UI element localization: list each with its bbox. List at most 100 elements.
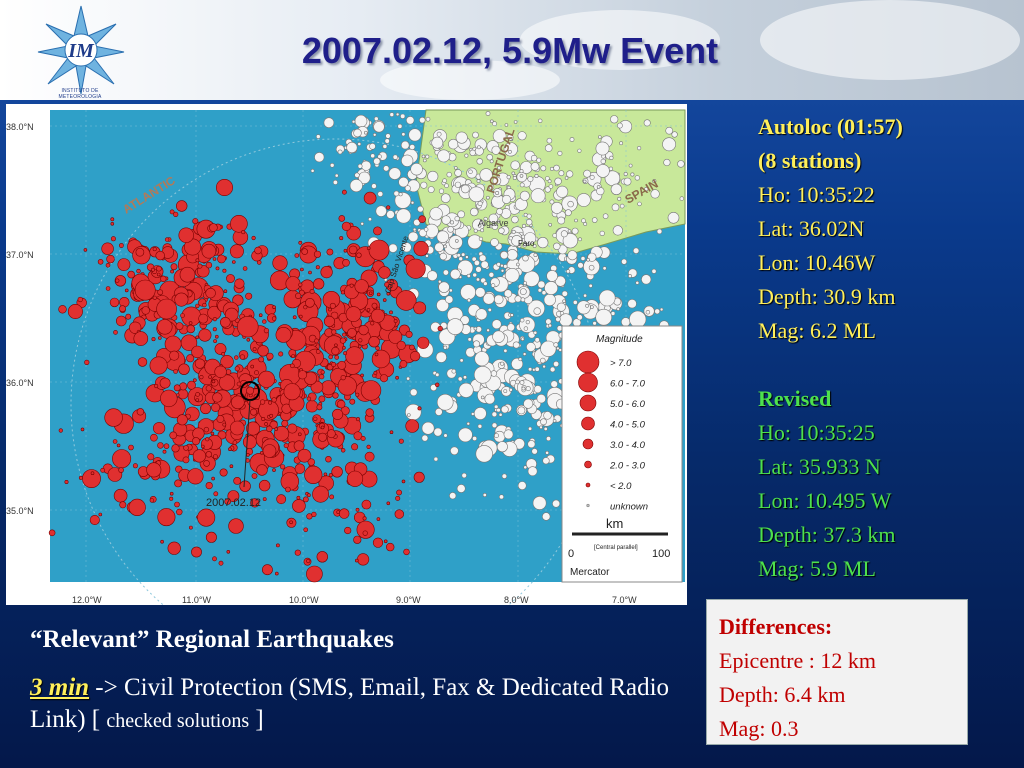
earthquake-marker bbox=[383, 539, 388, 544]
earthquake-marker bbox=[373, 121, 385, 133]
bottom-text: “Relevant” Regional Earthquakes 3 min ->… bbox=[30, 626, 680, 737]
earthquake-marker bbox=[256, 464, 268, 476]
bottom-small: checked solutions bbox=[106, 710, 250, 732]
legend-item-label: 4.0 - 5.0 bbox=[610, 420, 646, 431]
earthquake-marker bbox=[353, 431, 363, 441]
earthquake-marker bbox=[151, 267, 155, 272]
earthquake-marker bbox=[222, 268, 227, 273]
earthquake-marker bbox=[137, 357, 148, 367]
earthquake-marker bbox=[147, 453, 155, 461]
earthquake-marker bbox=[205, 482, 213, 490]
earthquake-marker bbox=[591, 217, 598, 223]
earthquake-marker bbox=[398, 438, 404, 444]
earthquake-marker bbox=[162, 449, 167, 454]
earthquake-marker bbox=[427, 170, 439, 182]
earthquake-marker bbox=[583, 222, 588, 226]
earthquake-marker bbox=[572, 299, 578, 305]
earthquake-marker bbox=[679, 196, 684, 201]
earthquake-marker bbox=[665, 126, 674, 135]
earthquake-marker bbox=[476, 179, 481, 183]
earthquake-marker bbox=[387, 284, 393, 289]
earthquake-marker bbox=[354, 114, 368, 128]
earthquake-marker bbox=[498, 494, 504, 500]
earthquake-marker bbox=[205, 531, 217, 543]
earthquake-marker bbox=[497, 165, 502, 170]
earthquake-marker bbox=[242, 435, 257, 449]
earthquake-marker bbox=[545, 450, 550, 455]
earthquake-marker bbox=[205, 385, 212, 392]
earthquake-marker bbox=[340, 290, 345, 295]
earthquake-marker bbox=[292, 315, 297, 320]
earthquake-marker bbox=[540, 340, 557, 357]
earthquake-marker bbox=[179, 266, 196, 283]
earthquake-marker bbox=[530, 154, 538, 162]
earthquake-marker bbox=[450, 446, 459, 456]
earthquake-marker bbox=[230, 420, 245, 436]
earthquake-marker bbox=[157, 319, 173, 335]
scale-note: [Central parallel] bbox=[594, 545, 638, 551]
earthquake-marker bbox=[98, 512, 103, 517]
earthquake-marker bbox=[551, 202, 563, 214]
earthquake-marker bbox=[314, 152, 325, 163]
earthquake-marker bbox=[250, 498, 260, 508]
earthquake-marker bbox=[239, 354, 245, 360]
earthquake-marker bbox=[221, 351, 226, 356]
earthquake-marker bbox=[397, 123, 403, 129]
earthquake-marker bbox=[119, 243, 124, 248]
autoloc-heading: Autoloc (01:57) bbox=[758, 114, 903, 139]
earthquake-marker bbox=[523, 281, 528, 286]
earthquake-marker bbox=[617, 196, 622, 201]
earthquake-marker bbox=[553, 360, 560, 367]
earthquake-marker bbox=[195, 392, 200, 397]
earthquake-marker bbox=[623, 177, 632, 186]
earthquake-marker bbox=[496, 208, 503, 215]
earthquake-marker bbox=[224, 498, 231, 505]
earthquake-marker bbox=[480, 260, 489, 269]
earthquake-marker bbox=[478, 236, 484, 241]
earthquake-marker bbox=[363, 130, 368, 135]
earthquake-marker bbox=[637, 201, 642, 207]
earthquake-marker bbox=[191, 546, 202, 558]
earthquake-marker bbox=[84, 359, 90, 366]
earthquake-marker bbox=[549, 166, 554, 171]
legend-symbol bbox=[578, 372, 598, 393]
earthquake-marker bbox=[467, 337, 472, 342]
earthquake-marker bbox=[596, 164, 610, 178]
autoloc-lat: Lat: 36.02N bbox=[758, 216, 865, 241]
earthquake-marker bbox=[662, 137, 676, 152]
earthquake-marker bbox=[228, 518, 244, 534]
earthquake-marker bbox=[474, 351, 490, 367]
earthquake-marker bbox=[382, 298, 387, 302]
earthquake-marker bbox=[521, 386, 526, 391]
earthquake-marker bbox=[386, 291, 391, 296]
bottom-heading: “Relevant” Regional Earthquakes bbox=[30, 626, 394, 653]
earthquake-marker bbox=[543, 293, 556, 306]
earthquake-marker bbox=[346, 470, 364, 487]
earthquake-marker bbox=[400, 113, 406, 119]
earthquake-marker bbox=[617, 122, 623, 129]
earthquake-marker bbox=[175, 322, 184, 330]
earthquake-marker bbox=[525, 320, 530, 325]
earthquake-marker bbox=[424, 227, 429, 232]
earthquake-marker bbox=[134, 279, 156, 301]
earthquake-marker bbox=[403, 548, 410, 556]
earthquake-marker bbox=[306, 396, 311, 401]
earthquake-marker bbox=[454, 181, 462, 188]
earthquake-marker bbox=[644, 186, 649, 192]
earthquake-marker bbox=[269, 420, 278, 430]
earthquake-marker bbox=[349, 179, 363, 193]
earthquake-marker bbox=[413, 301, 427, 315]
earthquake-marker bbox=[433, 427, 443, 437]
earthquake-marker bbox=[294, 463, 306, 474]
earthquake-marker bbox=[315, 349, 321, 354]
earthquake-marker bbox=[250, 408, 258, 416]
earthquake-marker bbox=[349, 283, 354, 288]
earthquake-marker bbox=[263, 328, 270, 334]
earthquake-marker bbox=[351, 443, 359, 451]
earthquake-marker bbox=[110, 217, 115, 222]
logo-subtext: INSTITUTO DE METEOROLOGIA bbox=[58, 88, 102, 100]
earthquake-marker bbox=[410, 162, 423, 176]
earthquake-marker bbox=[467, 298, 471, 303]
earthquake-marker bbox=[448, 288, 453, 293]
earthquake-marker bbox=[306, 558, 311, 564]
